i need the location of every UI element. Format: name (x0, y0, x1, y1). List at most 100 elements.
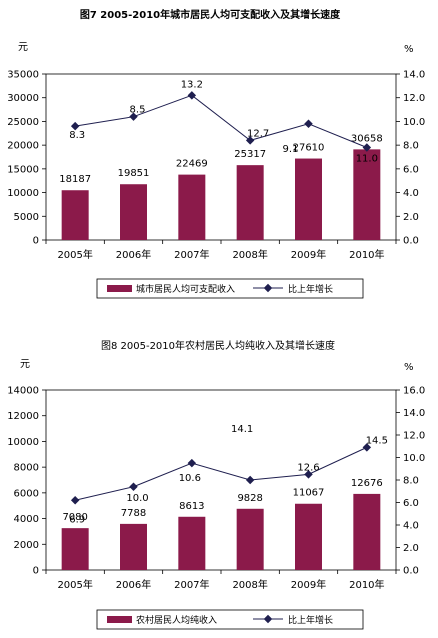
line-point (129, 112, 138, 121)
x-tick-label: 2009年 (291, 578, 326, 591)
bar (178, 174, 206, 240)
line-point (304, 470, 313, 479)
plot-frame (45, 389, 397, 571)
bar-value-label: 19851 (118, 168, 150, 179)
left-tick-label: 2000 (14, 540, 39, 551)
growth-line (75, 446, 368, 501)
right-tick-label: 16.0 (403, 386, 425, 397)
line-point (187, 458, 197, 468)
left-tick-label: 6000 (14, 488, 39, 499)
legend: 城市居民人均可支配收入 比上年增长 (96, 278, 364, 299)
bar-value-label: 22469 (176, 159, 208, 170)
bar-value-label: 7788 (121, 508, 146, 519)
right-tick-label: 4.0 (403, 188, 419, 199)
x-tick-label: 2010年 (349, 248, 384, 261)
right-tick-label: 6.0 (403, 164, 419, 175)
chart-title: 图7 2005-2010年城市居民人均可支配收入及其增长速度 (80, 8, 341, 21)
legend-frame (96, 609, 364, 630)
bar (236, 508, 264, 570)
right-tick-label: 0.0 (403, 236, 419, 247)
bar-series: 18187 19851 22469 25317 27610 30658 (59, 133, 383, 240)
right-tick-label: 10.0 (403, 453, 425, 464)
x-axis-ticks: 2005年 2006年 2007年 2008年 2009年 2010年 (45, 240, 397, 261)
line-point (304, 119, 313, 129)
legend-line-label: 比上年增长 (288, 283, 333, 295)
right-tick-label: 6.0 (403, 498, 419, 509)
line-value-label: 12.7 (247, 128, 269, 139)
right-tick-label: 4.0 (403, 521, 419, 532)
line-point (187, 91, 197, 100)
line-point (362, 143, 372, 152)
bar (295, 158, 322, 240)
line-value-label: 10.6 (179, 473, 201, 484)
right-axis-unit: % (404, 44, 414, 55)
legend-line-marker (263, 614, 273, 624)
left-tick-label: 10000 (7, 188, 39, 199)
right-tick-label: 8.0 (403, 141, 419, 152)
legend-bar-label: 城市居民人均可支配收入 (136, 283, 235, 295)
left-axis-unit: 元 (18, 42, 28, 53)
left-tick-label: 10000 (7, 437, 39, 448)
left-tick-label: 8000 (14, 463, 39, 474)
chart-title: 图8 2005-2010年农村居民人均纯收入及其增长速度 (101, 339, 335, 352)
bar-series: 7080 7788 8613 9828 11067 12676 (61, 478, 383, 570)
line-value-label: 14.5 (366, 435, 388, 446)
right-axis-unit: % (404, 362, 414, 373)
right-tick-label: 0.0 (403, 566, 419, 577)
bar (353, 493, 381, 570)
bar-value-label: 25317 (234, 149, 266, 160)
left-tick-label: 4000 (14, 514, 39, 525)
bar-value-label: 27610 (293, 143, 325, 154)
line-value-label: 14.1 (231, 424, 253, 435)
x-tick-label: 2009年 (291, 248, 326, 261)
left-tick-label: 12000 (7, 411, 39, 422)
bar (236, 165, 264, 240)
left-tick-label: 25000 (7, 117, 39, 128)
bar-value-label: 12676 (351, 478, 383, 489)
left-axis-unit: 元 (20, 359, 30, 370)
bar (295, 503, 322, 570)
x-tick-label: 2007年 (174, 578, 209, 591)
chart-urban-income: 图7 2005-2010年城市居民人均可支配收入及其增长速度 元 % 0 5000… (7, 8, 425, 299)
left-tick-label: 30000 (7, 93, 39, 104)
line-value-label: 11.0 (356, 154, 378, 165)
bar (61, 190, 89, 240)
right-tick-label: 8.0 (403, 476, 419, 487)
line-point (362, 443, 372, 452)
x-tick-label: 2008年 (232, 578, 267, 591)
plot-frame (45, 73, 397, 241)
legend: 农村居民人均纯收入 比上年增长 (96, 609, 364, 630)
left-axis-ticks: 0 2000 4000 6000 8000 10000 12000 14000 (7, 386, 46, 577)
line-value-label: 13.2 (181, 79, 203, 90)
line-value-label: 10.0 (126, 493, 148, 504)
left-tick-label: 35000 (7, 70, 39, 81)
line-value-label: 12.6 (297, 462, 319, 473)
legend-bar-swatch (107, 285, 132, 292)
line-point (70, 496, 80, 505)
bar-value-label: 7080 (62, 512, 87, 523)
x-tick-label: 2006年 (116, 248, 151, 261)
line-value-label: 6.9 (69, 514, 85, 525)
right-tick-label: 10.0 (403, 117, 425, 128)
x-axis-ticks: 2005年 2006年 2007年 2008年 2009年 2010年 (45, 570, 397, 591)
line-point (245, 475, 255, 485)
x-tick-label: 2006年 (116, 578, 151, 591)
line-point (70, 121, 80, 131)
left-axis-ticks: 0 5000 10000 15000 20000 25000 30000 35000 (7, 70, 46, 247)
line-value-label: 9.1 (283, 144, 299, 155)
bar (353, 149, 381, 240)
right-tick-label: 12.0 (403, 431, 425, 442)
bar (120, 184, 147, 240)
bar-value-label: 30658 (351, 133, 383, 144)
line-point (129, 482, 138, 491)
growth-line (75, 94, 368, 148)
bar-value-label: 18187 (59, 174, 91, 185)
bar-value-label: 8613 (179, 501, 204, 512)
legend-bar-label: 农村居民人均纯收入 (136, 614, 217, 626)
x-tick-label: 2005年 (57, 578, 92, 591)
bar (61, 528, 89, 570)
line-series: 6.9 10.0 10.6 14.1 12.6 14.5 (69, 424, 388, 525)
bar (178, 516, 206, 570)
bar-value-label: 9828 (237, 493, 262, 504)
